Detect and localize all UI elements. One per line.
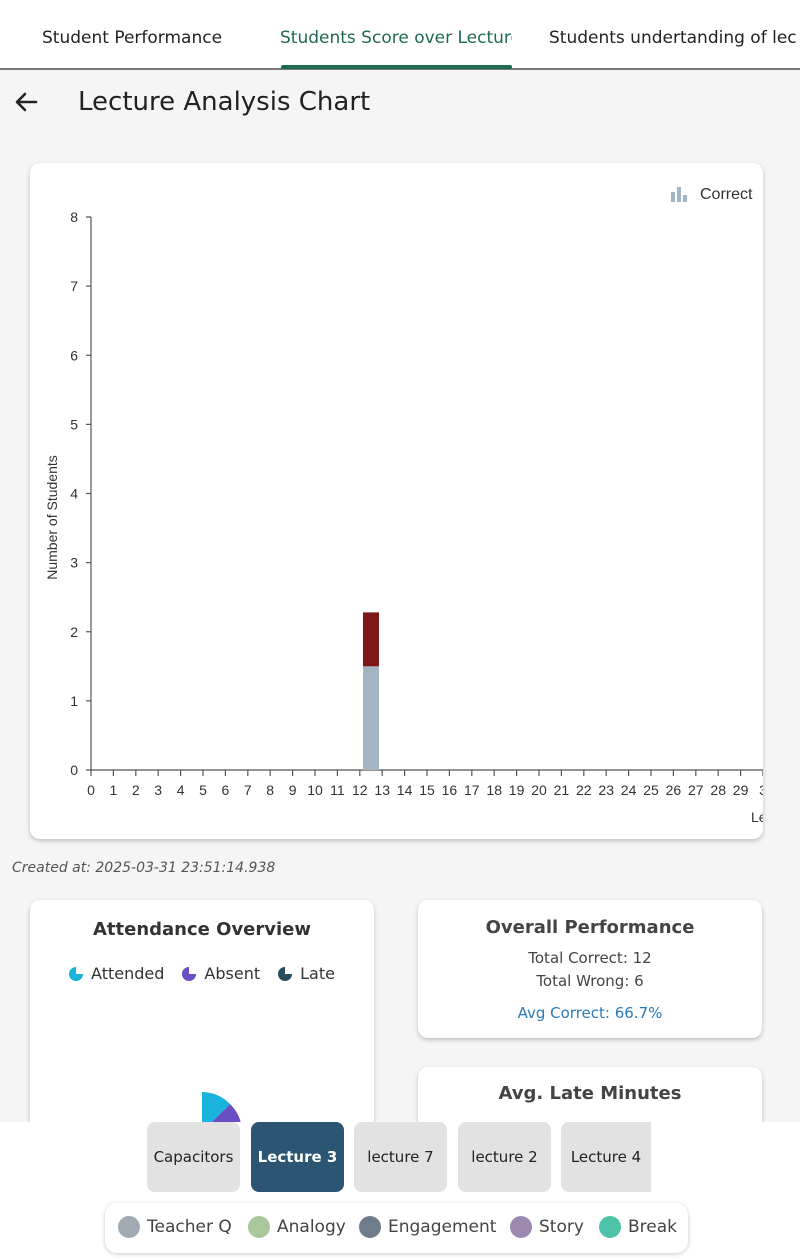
bar-chart-icon — [683, 195, 687, 202]
x-tick-label: 22 — [576, 782, 592, 798]
x-tick-label: 4 — [177, 782, 185, 798]
y-tick-label: 4 — [70, 486, 78, 502]
y-tick-label: 6 — [70, 347, 78, 363]
tab-bar: Student Performance Students Score over … — [0, 0, 800, 70]
tab-student-performance[interactable]: Student Performance — [42, 28, 223, 48]
y-tick-label: 3 — [70, 555, 78, 571]
chart-legend: Correct — [671, 186, 753, 203]
total-wrong: Total Wrong: 6 — [536, 972, 644, 990]
lecture-button-lecture-4[interactable]: Lecture 4 — [561, 1122, 651, 1192]
attendance-overview-card: Attendance Overview Attended Absent Late — [30, 900, 374, 1160]
x-tick-label: 14 — [397, 782, 413, 798]
x-tick-label: 21 — [554, 782, 570, 798]
legend-late[interactable]: Late — [278, 964, 335, 983]
x-tick-label: 13 — [374, 782, 390, 798]
active-tab-indicator — [281, 65, 512, 69]
lecture-button-lecture-7[interactable]: lecture 7 — [354, 1122, 447, 1192]
tag-engagement[interactable]: Engagement — [359, 1216, 496, 1238]
tab-students-score-over-lecture[interactable]: Students Score over Lecture — [280, 28, 512, 48]
y-tick-label: 7 — [70, 278, 78, 294]
dot-icon — [118, 1216, 140, 1238]
x-tick-label: 3 — [154, 782, 162, 798]
x-tick-label: 1 — [110, 782, 118, 798]
y-tick-label: 0 — [70, 762, 78, 778]
tab-students-understanding[interactable]: Students undertanding of lec — [549, 28, 797, 48]
x-tick-label: 28 — [710, 782, 726, 798]
pie-chart-icon — [278, 966, 293, 981]
bar-chart-icon — [677, 187, 681, 202]
dot-icon — [359, 1216, 381, 1238]
page-title: Lecture Analysis Chart — [78, 87, 371, 117]
lecture-button-capacitors[interactable]: Capacitors — [147, 1122, 240, 1192]
y-tick-label: 5 — [70, 416, 78, 432]
pie-chart-icon — [69, 966, 84, 981]
x-tick-label: 11 — [330, 782, 345, 798]
x-tick-label: 12 — [352, 782, 368, 798]
x-tick-label: 15 — [419, 782, 435, 798]
legend-attended[interactable]: Attended — [69, 964, 164, 983]
attendance-legend: Attended Absent Late — [30, 964, 374, 983]
tag-story[interactable]: Story — [510, 1216, 584, 1238]
x-tick-label: 19 — [509, 782, 525, 798]
attendance-title: Attendance Overview — [92, 919, 311, 940]
bar-segment-series-0 — [363, 666, 379, 770]
pie-chart-icon — [182, 966, 197, 981]
avg-correct: Avg Correct: 66.7% — [517, 1004, 663, 1022]
dot-icon — [510, 1216, 532, 1238]
x-tick-label: 6 — [222, 782, 230, 798]
x-tick-label: 16 — [442, 782, 458, 798]
y-axis-label: Number of Students — [44, 455, 60, 580]
x-tick-label: 27 — [688, 782, 704, 798]
x-tick-label: 8 — [266, 782, 274, 798]
y-tick-label: 8 — [70, 209, 78, 225]
legend-absent[interactable]: Absent — [182, 964, 260, 983]
y-tick-label: 1 — [70, 693, 78, 709]
x-tick-label: 2 — [132, 782, 140, 798]
created-at-label: Created at: 2025-03-31 23:51:14.938 — [12, 860, 276, 876]
x-tick-label: 23 — [598, 782, 614, 798]
x-tick-label: 0 — [87, 782, 95, 798]
y-tick-label: 2 — [70, 624, 78, 640]
overall-performance-card: Overall Performance Total Correct: 12 To… — [418, 900, 762, 1038]
x-tick-label: 3 — [759, 782, 763, 798]
tag-analogy[interactable]: Analogy — [248, 1216, 346, 1238]
tag-teacher-q[interactable]: Teacher Q — [118, 1216, 232, 1238]
x-tick-label: 17 — [464, 782, 480, 798]
tag-legend-bar: Teacher Q Analogy Engagement Story Break — [105, 1203, 688, 1253]
lecture-button-lecture-3[interactable]: Lecture 3 — [251, 1122, 344, 1192]
x-tick-label: 7 — [244, 782, 252, 798]
bar-segment-series-1 — [363, 612, 379, 667]
x-tick-label: 29 — [733, 782, 749, 798]
performance-title: Overall Performance — [485, 917, 695, 938]
arrow-left-icon[interactable] — [10, 86, 42, 118]
x-tick-label: 25 — [643, 782, 659, 798]
x-tick-label: 26 — [666, 782, 682, 798]
x-tick-label: 20 — [531, 782, 547, 798]
late-minutes-title: Avg. Late Minutes — [498, 1083, 682, 1104]
lecture-button-lecture-2[interactable]: lecture 2 — [458, 1122, 551, 1192]
x-tick-label: 18 — [486, 782, 502, 798]
x-axis-label: Le — [751, 809, 763, 825]
dot-icon — [599, 1216, 621, 1238]
x-tick-label: 10 — [307, 782, 323, 798]
bar-chart-icon — [671, 192, 675, 202]
x-tick-label: 5 — [199, 782, 207, 798]
x-tick-label: 9 — [289, 782, 297, 798]
lecture-analysis-chart: 0 1 2 3 4 5 6 7 8 0 1 2 3 4 5 6 7 8 9 10 11 12 13 14 15 16 17 18 19 2… — [30, 163, 763, 839]
dot-icon — [248, 1216, 270, 1238]
tag-break[interactable]: Break — [599, 1216, 677, 1238]
page-header: Lecture Analysis Chart — [0, 72, 800, 132]
legend-label-correct: Correct — [700, 186, 753, 203]
x-tick-label: 24 — [621, 782, 637, 798]
total-correct: Total Correct: 12 — [528, 949, 652, 967]
